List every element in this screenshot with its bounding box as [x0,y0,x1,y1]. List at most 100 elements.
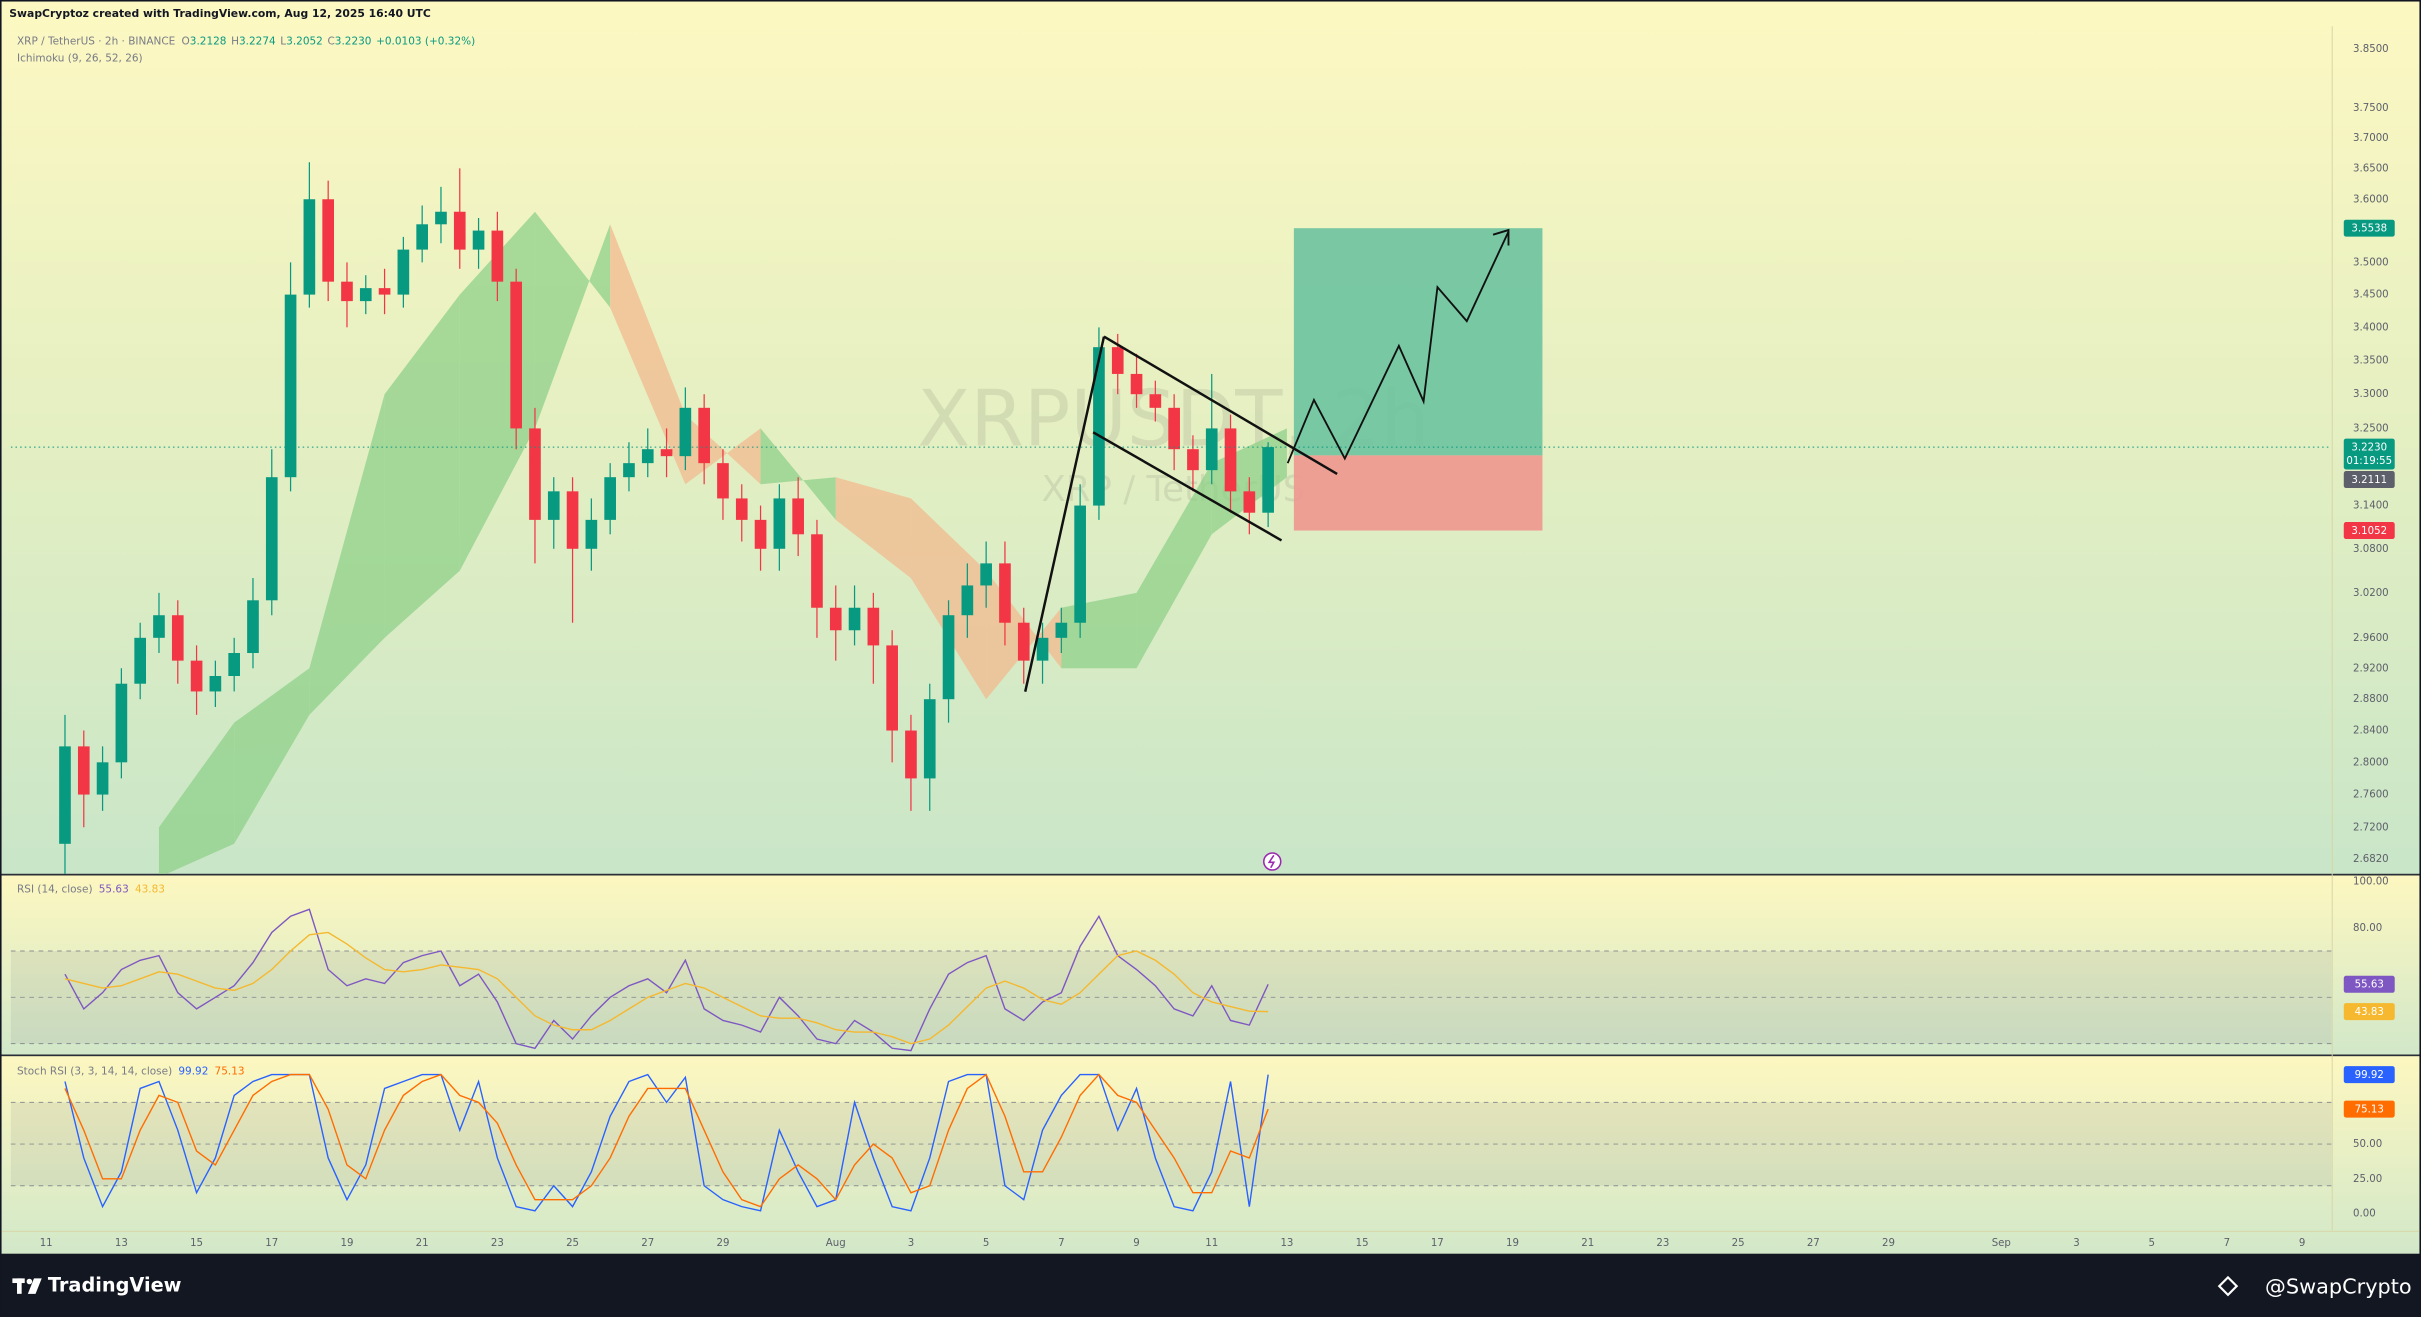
x-tick-label: 21 [416,1238,429,1249]
candle-body [980,563,992,586]
candle-body [1262,447,1274,513]
stoch-k-value: 99.92 [178,1066,208,1078]
logo-part [26,1278,33,1285]
countdown-label: 01:19:55 [2346,456,2392,467]
candle-body [698,407,710,464]
price-badge [2343,219,2395,237]
y-tick-label: 3.5000 [2353,257,2389,268]
candle-body [491,230,504,282]
candle-body [641,449,654,464]
x-tick-label: 13 [1280,1238,1293,1249]
replay-icon[interactable] [1262,852,1282,871]
x-tick-label: 15 [190,1238,203,1249]
candle-body [1243,491,1256,513]
legend-value: 3.2230 [335,36,372,48]
symbol-title: XRP / TetherUS · 2h · BINANCE [17,36,175,48]
legend-value: 3.2274 [239,36,276,48]
flag-lower-line [1092,431,1283,542]
y-tick-label: 3.8500 [2353,44,2389,55]
y-tick-label: 3.3000 [2353,389,2389,400]
x-tick-label: Aug [826,1238,846,1249]
rsi-ma-value: 43.83 [135,883,165,895]
candle-body [811,534,823,608]
stoch-d-value: 75.13 [215,1066,245,1078]
candle-body [435,211,447,225]
candle-body [905,730,917,779]
stoch-title: Stoch RSI (3, 3, 14, 14, close) [17,1066,172,1078]
ichimoku-cloud [1136,463,1212,669]
candle-body [171,615,184,661]
y-tick-label: 2.8000 [2353,757,2389,768]
price-badge-label: 43.83 [2355,1007,2384,1018]
candle-body [1130,373,1143,395]
legend-value: 3.2052 [286,36,323,48]
candle-body [604,477,616,520]
legend-key: L [280,36,286,48]
candle-body [378,288,391,295]
projection-arrowhead [1492,228,1510,246]
y-tick-label: 2.7600 [2353,790,2389,801]
price-badge-label: 99.92 [2355,1070,2384,1081]
legend-value: 3.2128 [190,36,227,48]
candle-body [1187,449,1199,471]
y-tick-label: 2.8400 [2353,726,2389,737]
price-badge [2343,1100,2395,1118]
y-tick-label: 3.7000 [2353,133,2389,144]
price-badge [2343,471,2395,489]
x-tick-label: 17 [1431,1238,1444,1249]
x-tick-label: 19 [1506,1238,1519,1249]
brand: TradingView [48,1274,182,1297]
candle-body [1093,347,1105,506]
x-tick-label: 3 [2073,1238,2079,1249]
stoch-legend: Stoch RSI (3, 3, 14, 14, close) 99.92 75.1… [17,1066,245,1078]
candle-body [1224,428,1237,492]
rsi-pane [1,875,2420,1055]
candle-body [886,645,898,731]
x-tick-label: 25 [566,1238,579,1249]
axes: 3.8500 3.7500 3.7000 3.6500 3.6000 3.5000 3.45… [40,44,2395,1249]
candle-body [1074,505,1086,623]
plot [10,162,2332,874]
candle-body [1017,622,1030,661]
x-tick-label: 7 [2224,1238,2230,1249]
icon-bolt[interactable] [1267,854,1276,869]
handle-icon [2217,1275,2239,1297]
candle-body [1149,394,1162,408]
candle-body [848,607,861,631]
ichimoku-cloud [384,294,460,638]
candle-body [284,294,297,478]
price-badge-label: 75.13 [2355,1104,2384,1115]
price-badge-label: 3.2111 [2351,475,2387,486]
price-badge-label: 3.1052 [2351,526,2387,537]
indicator-line [64,1073,1269,1208]
ichimoku-cloud [234,668,310,844]
y-tick-label: 3.4000 [2353,322,2389,333]
candle-body [510,281,522,429]
y-tick-label: 3.3500 [2353,356,2389,367]
candle-body [623,463,635,478]
candle-body [829,607,842,631]
candle-body [416,224,428,250]
y-tick-label: 3.6500 [2353,163,2389,174]
ichimoku-cloud [910,498,987,700]
candle-body [341,281,353,302]
candle-body [322,199,334,282]
candle-body [1036,637,1049,661]
candle-body [77,746,90,795]
candle-body [453,211,466,250]
x-tick-label: 21 [1581,1238,1594,1249]
candle-body [754,519,767,549]
candle-body [566,491,579,549]
x-tick-label: Sep [1992,1238,2011,1249]
y-tick-label: 100.00 [2353,877,2389,888]
indicator-legend: Ichimoku (9, 26, 52, 26) [17,53,143,65]
rsi-legend: RSI (14, close) 55.63 43.83 [17,883,165,895]
rsi-title: RSI (14, close) [17,883,93,895]
y-tick-label: 50.00 [2353,1139,2382,1150]
x-tick-label: 29 [1882,1238,1895,1249]
candle-body [190,660,203,692]
y-tick-label: 80.00 [2353,923,2382,934]
candle-body [115,683,128,763]
legend-key: O [182,36,190,48]
candle-body [961,585,974,616]
